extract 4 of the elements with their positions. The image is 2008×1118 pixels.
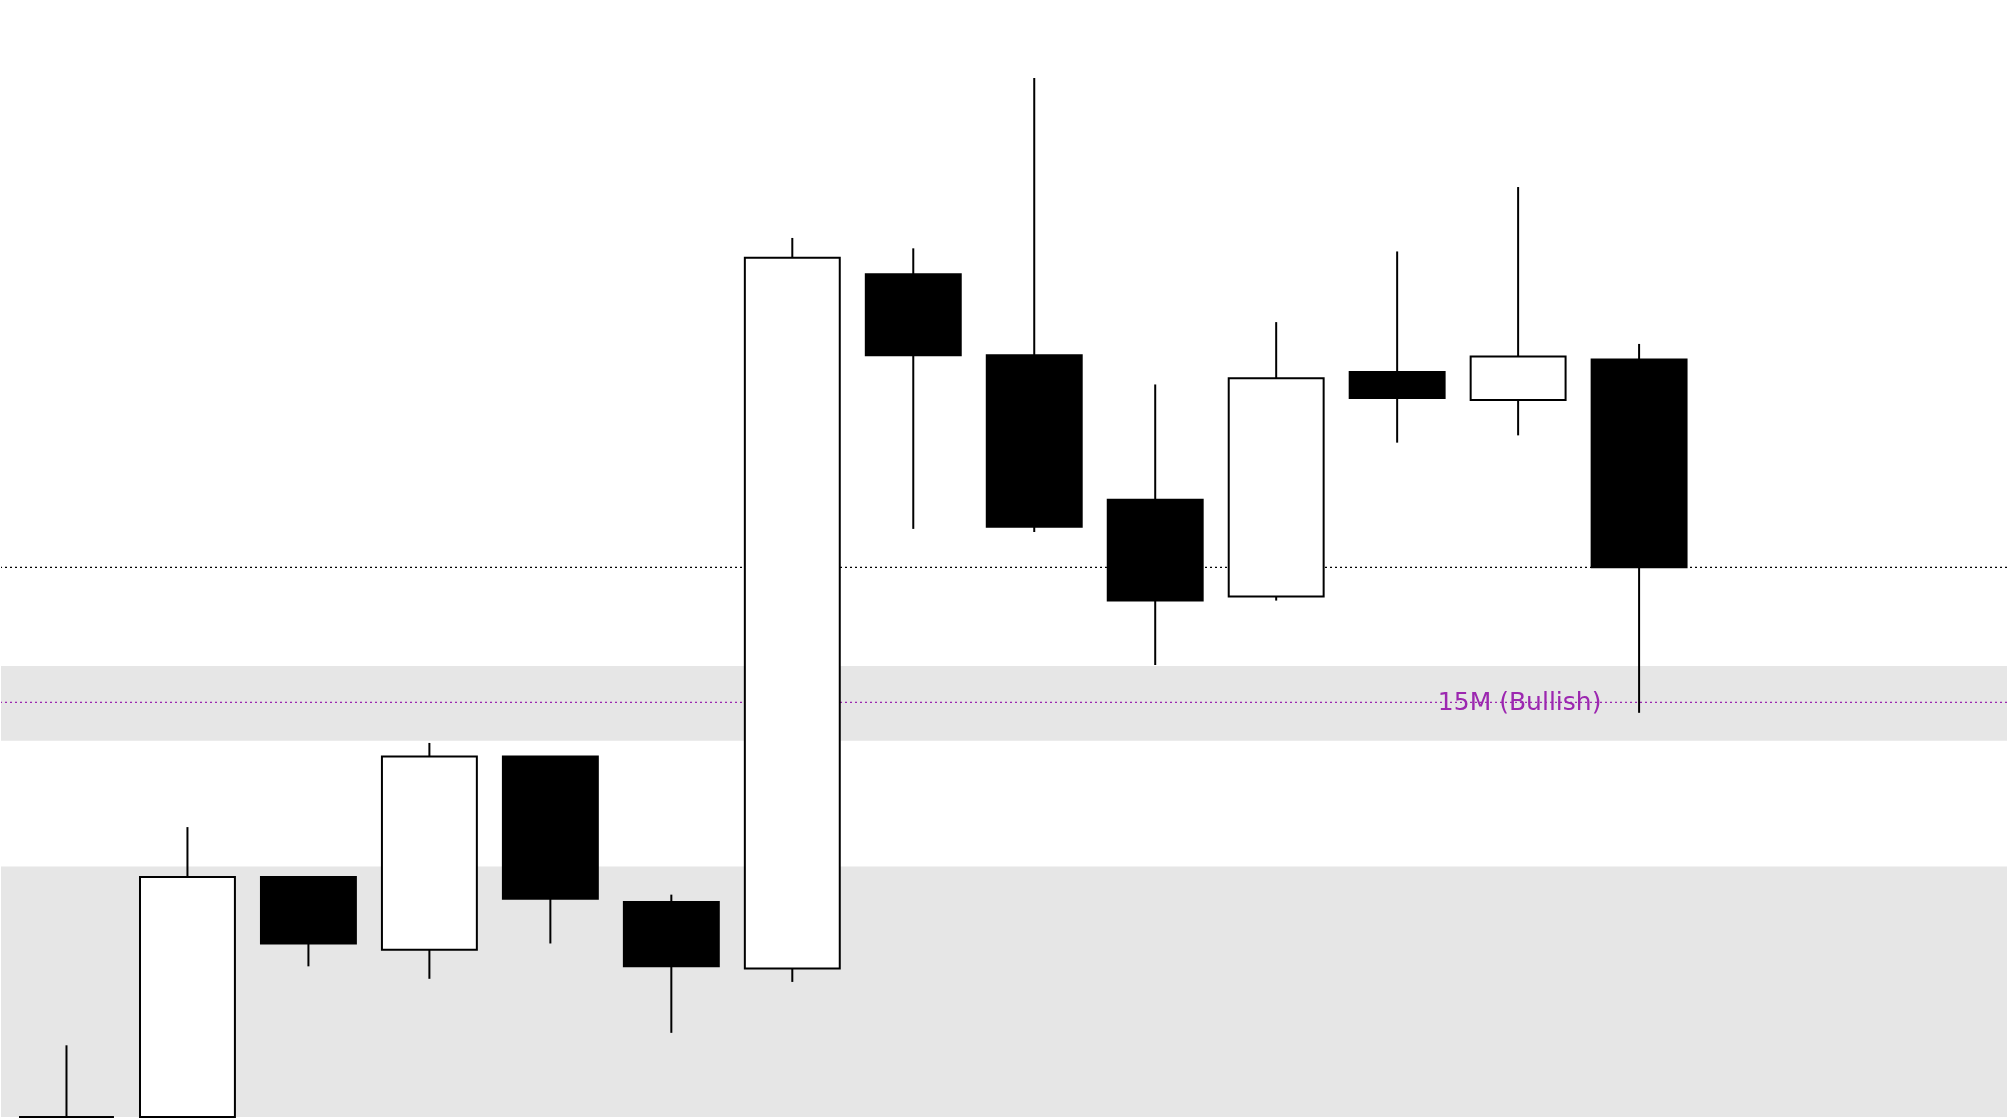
candlestick [1469, 186, 1567, 437]
candlestick [864, 247, 962, 530]
ref-line-label: 15M (Bullish) [1437, 687, 1602, 717]
candlestick [1348, 250, 1446, 444]
